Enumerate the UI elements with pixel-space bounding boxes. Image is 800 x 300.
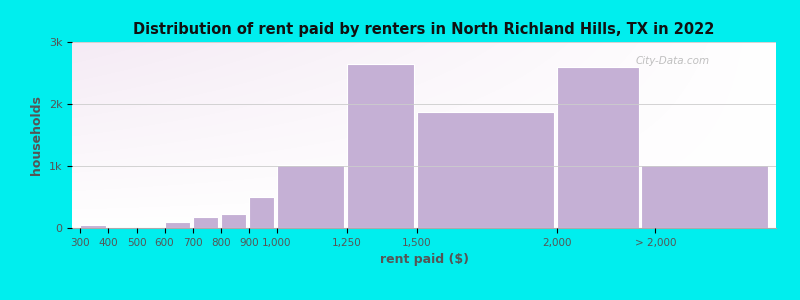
Bar xyxy=(417,112,554,228)
Title: Distribution of rent paid by renters in North Richland Hills, TX in 2022: Distribution of rent paid by renters in … xyxy=(134,22,714,37)
X-axis label: rent paid ($): rent paid ($) xyxy=(379,253,469,266)
Bar xyxy=(221,214,246,228)
Bar xyxy=(137,227,162,228)
Bar xyxy=(109,227,134,228)
Bar xyxy=(277,165,344,228)
Bar xyxy=(642,165,767,228)
Y-axis label: households: households xyxy=(30,95,43,175)
Bar xyxy=(81,225,106,228)
Bar xyxy=(249,197,274,228)
Bar xyxy=(347,64,414,228)
Bar xyxy=(558,67,638,228)
Bar xyxy=(193,218,218,228)
Text: City-Data.com: City-Data.com xyxy=(635,56,710,66)
Bar xyxy=(165,222,190,228)
